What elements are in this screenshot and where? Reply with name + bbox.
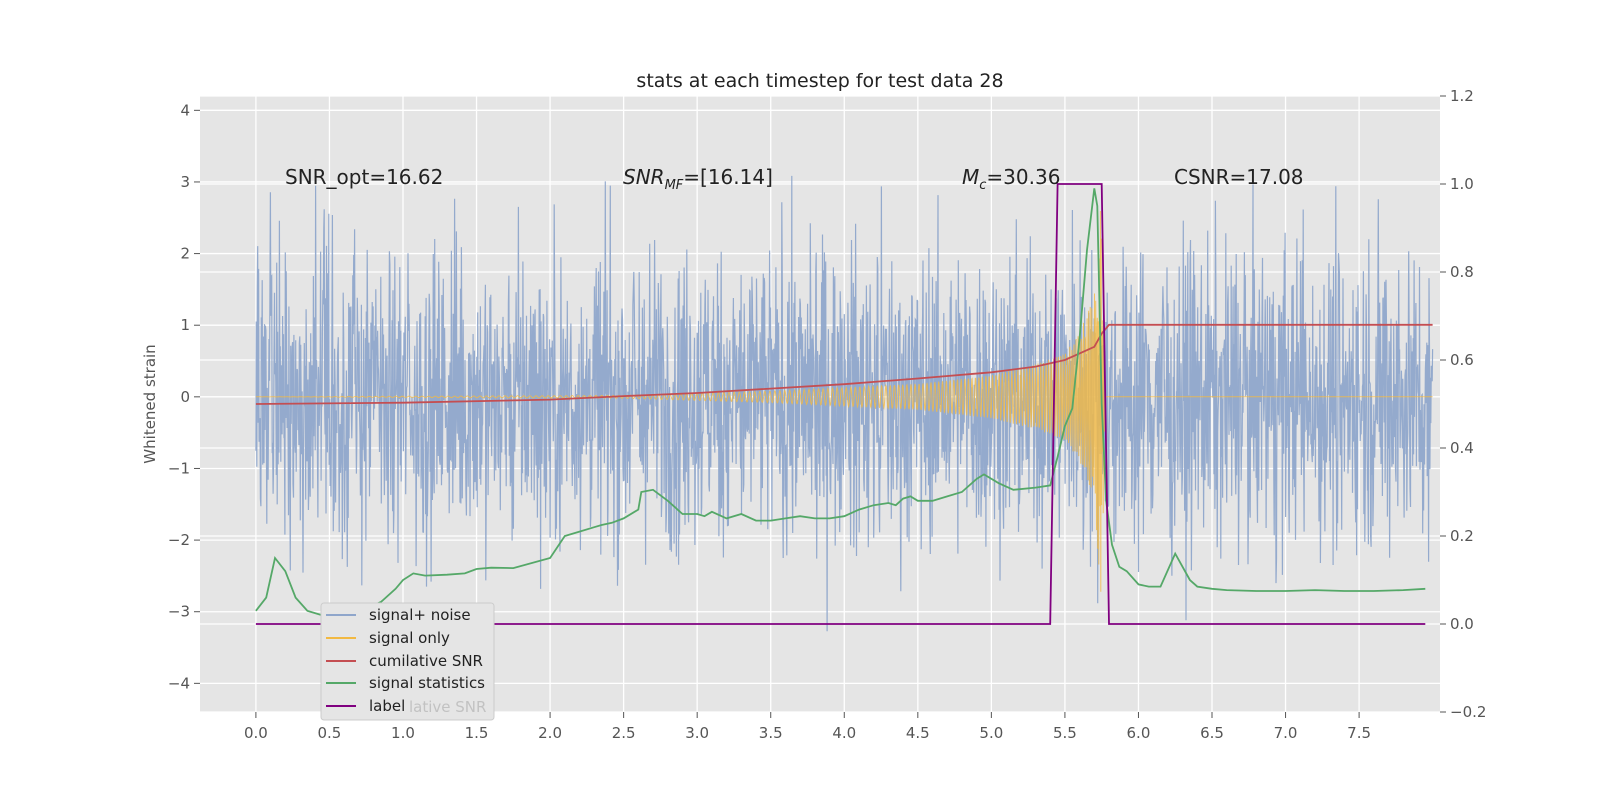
y2-tick-label: 1.2 [1450,87,1474,105]
x-tick-label: 5.5 [1053,724,1077,742]
y-tick-label: 0 [180,388,190,406]
y-tick-label: 3 [180,173,190,191]
x-tick-label: 6.0 [1127,724,1151,742]
y2-tick-label: 0.0 [1450,615,1474,633]
x-tick-label: 2.5 [612,724,636,742]
axes-layer: 0.0 0.5 1.0 1.5 2.0 2.5 3.0 3.5 4.0 4.5 5.0 5.5 6.0 6… [168,87,1487,742]
series-label [255,183,1426,625]
y-tick-label: −4 [168,674,190,692]
y2-tick-label: 1.0 [1450,175,1474,193]
x-tick-label: 3.0 [685,724,709,742]
series-signal-noise [255,175,1434,632]
x-tick-label: 6.5 [1200,724,1224,742]
x-tick-label: 7.0 [1274,724,1298,742]
legend-box [320,602,495,721]
x-tick-label: 1.5 [465,724,489,742]
x-tick-label: 7.5 [1347,724,1371,742]
y2-tick-label: 0.2 [1450,527,1474,545]
legend: lative SNR signal+ noise signal only cum… [320,602,495,721]
series-layer [255,175,1434,632]
annotation-csnr: CSNR=17.08 [1174,165,1304,189]
series-signal-statistics [255,188,1426,619]
y2-tick-label: −0.2 [1450,703,1486,721]
x-tick-label: 5.0 [979,724,1003,742]
legend-ghost-text: lative SNR [409,698,486,716]
x-tick-label: 0.5 [318,724,342,742]
x-tick-label: 3.5 [759,724,783,742]
y-tick-label: 4 [180,101,190,119]
legend-entry-signal-statistics: signal statistics [326,674,485,692]
legend-entry-cumulative-snr: cumilative SNR [326,652,483,670]
series-cumulative-snr [255,323,1433,405]
x-tick-label: 1.0 [391,724,415,742]
chart-title: stats at each timestep for test data 28 [636,70,1003,92]
legend-label-signal-noise: signal+ noise [369,606,471,624]
y-tick-label: −2 [168,531,190,549]
x-tick-label: 0.0 [244,724,268,742]
legend-entry-signal-noise: signal+ noise [326,606,471,624]
annotation-snr-opt: SNR_opt=16.62 [285,165,443,189]
series-signal-only [255,210,1433,592]
legend-entry-label: label [326,697,405,715]
y2-tick-label: 0.6 [1450,351,1474,369]
y-axis-label: Whitened strain [141,344,159,463]
annotations: SNR_opt=16.62 SNRMF=[16.14] Mc=30.36 CSN… [285,165,1304,193]
x-tick-label: 4.5 [906,724,930,742]
y-tick-label: −1 [168,459,190,477]
y2-tick-label: 0.8 [1450,263,1474,281]
legend-label-label: label [369,697,405,715]
y2-tick-label: 0.4 [1450,439,1474,457]
legend-label-cumulative-snr: cumilative SNR [369,652,483,670]
x-tick-label: 2.0 [538,724,562,742]
annotation-snr-mf: SNRMF=[16.14] [623,165,773,193]
annotation-chirp-mass: Mc=30.36 [962,165,1060,193]
y-tick-label: 1 [180,316,190,334]
x-tick-label: 4.0 [832,724,856,742]
legend-label-signal-only: signal only [369,629,450,647]
y-tick-label: −3 [168,603,190,621]
legend-label-signal-statistics: signal statistics [369,674,485,692]
y-tick-label: 2 [180,245,190,263]
legend-entry-signal-only: signal only [326,629,450,647]
